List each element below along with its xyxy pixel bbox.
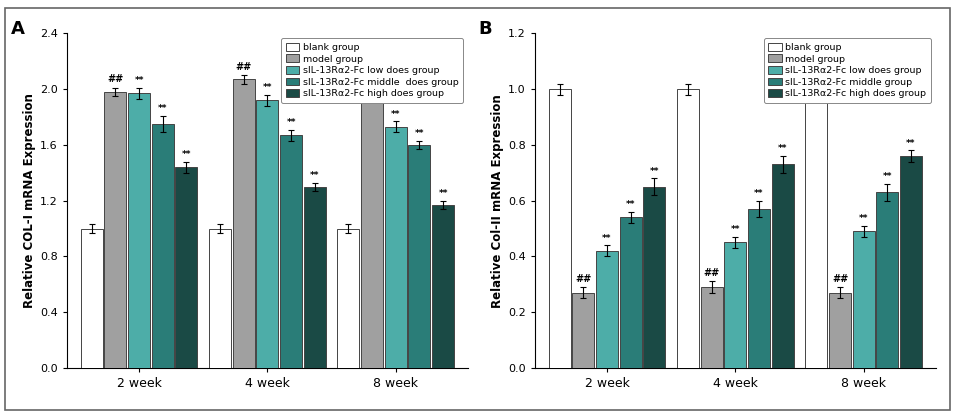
Text: **: ** <box>158 104 167 113</box>
Y-axis label: Relative COL-I mRNA Expression: Relative COL-I mRNA Expression <box>23 93 35 308</box>
Text: **: ** <box>310 171 320 180</box>
Bar <box>620 217 642 368</box>
Bar <box>432 205 455 368</box>
Text: B: B <box>478 20 492 38</box>
Bar <box>644 187 666 368</box>
Bar <box>724 242 747 368</box>
Y-axis label: Relative Col-II mRNA Expression: Relative Col-II mRNA Expression <box>491 94 504 308</box>
Bar <box>385 127 407 368</box>
Bar <box>233 79 255 368</box>
Text: ##: ## <box>107 74 123 84</box>
Bar <box>853 231 875 368</box>
Bar <box>361 85 383 368</box>
Text: **: ** <box>391 110 400 119</box>
Text: **: ** <box>135 76 144 85</box>
Bar <box>176 167 198 368</box>
Bar <box>805 89 827 368</box>
Bar <box>280 135 302 368</box>
Bar <box>209 229 231 368</box>
Bar <box>337 229 359 368</box>
Text: **: ** <box>778 144 788 153</box>
Text: **: ** <box>414 129 424 138</box>
Bar <box>772 164 794 368</box>
Bar <box>304 187 326 368</box>
Legend: blank group, model group, sIL-13Rα2-Fc low does group, sIL-13Rα2-Fc middle  does: blank group, model group, sIL-13Rα2-Fc l… <box>281 38 463 103</box>
Bar <box>677 89 699 368</box>
Text: ##: ## <box>364 67 380 77</box>
Text: **: ** <box>603 234 612 242</box>
Bar <box>900 156 923 368</box>
Bar <box>596 251 618 368</box>
Legend: blank group, model group, sIL-13Rα2-Fc low does group, sIL-13Rα2-Fc middle group: blank group, model group, sIL-13Rα2-Fc l… <box>764 38 931 103</box>
Bar <box>701 287 723 368</box>
Bar <box>104 92 126 368</box>
Text: **: ** <box>286 118 296 127</box>
Text: A: A <box>11 20 25 38</box>
Text: **: ** <box>263 83 272 92</box>
Bar <box>128 93 150 368</box>
Text: **: ** <box>859 214 868 223</box>
Text: ##: ## <box>575 274 591 284</box>
Text: **: ** <box>649 167 659 176</box>
Text: **: ** <box>731 225 740 234</box>
Text: **: ** <box>882 172 892 181</box>
Text: **: ** <box>906 139 916 148</box>
Bar <box>409 145 431 368</box>
Text: ##: ## <box>704 268 720 278</box>
Bar <box>877 192 899 368</box>
Bar <box>548 89 571 368</box>
Bar <box>748 209 770 368</box>
Text: ##: ## <box>832 274 848 284</box>
Bar <box>572 293 594 368</box>
Text: **: ** <box>181 150 191 159</box>
Text: ##: ## <box>236 62 252 72</box>
Text: **: ** <box>754 189 764 198</box>
Bar <box>256 100 279 368</box>
Bar <box>80 229 103 368</box>
Bar <box>829 293 851 368</box>
Text: **: ** <box>626 200 635 209</box>
Bar <box>152 124 174 368</box>
Text: **: ** <box>438 189 448 198</box>
